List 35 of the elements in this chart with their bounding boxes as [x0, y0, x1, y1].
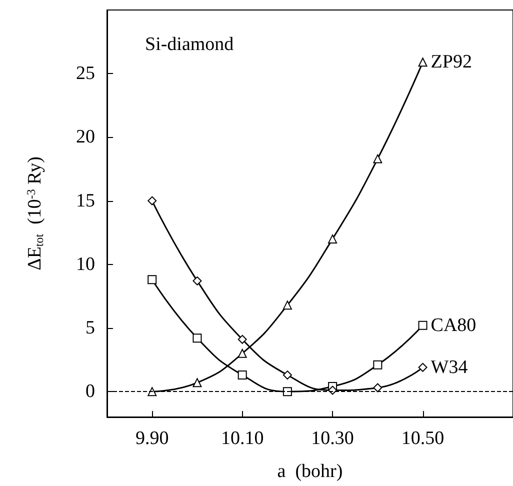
y-tick-label: 5 — [86, 317, 95, 338]
point — [238, 370, 247, 380]
point — [328, 234, 338, 244]
y-tick-label: 0 — [86, 381, 95, 402]
point — [418, 320, 428, 330]
point — [192, 334, 202, 343]
x-tick-label: 10.10 — [220, 428, 264, 449]
point — [282, 300, 292, 310]
point — [418, 362, 428, 372]
y-axis-title: ΔEtot (10-3 Ry) — [24, 156, 46, 270]
series-label: ZP92 — [430, 52, 472, 73]
point — [282, 387, 292, 396]
x-tick-label: 10.30 — [311, 428, 354, 449]
series-label: CA80 — [430, 314, 476, 336]
y-tick-label: 20 — [76, 126, 95, 148]
annotation: Si-diamond — [145, 34, 234, 55]
point — [373, 383, 382, 392]
point — [148, 275, 157, 284]
x-axis-title: a (bohr) — [277, 461, 343, 482]
y-tick-label: 25 — [76, 63, 95, 84]
y-tick-label: 10 — [76, 254, 95, 275]
point — [373, 154, 382, 164]
x-tick-label: 10.50 — [401, 428, 444, 449]
y-tick-label: 15 — [76, 190, 95, 212]
point — [192, 276, 202, 286]
point — [192, 378, 202, 388]
point — [238, 334, 247, 344]
point — [238, 348, 247, 358]
x-tick-label: 9.90 — [135, 428, 169, 449]
point — [373, 360, 382, 370]
point — [418, 58, 428, 67]
series-label: W34 — [430, 356, 468, 378]
point — [148, 196, 157, 206]
point — [148, 387, 157, 396]
point — [282, 370, 292, 380]
